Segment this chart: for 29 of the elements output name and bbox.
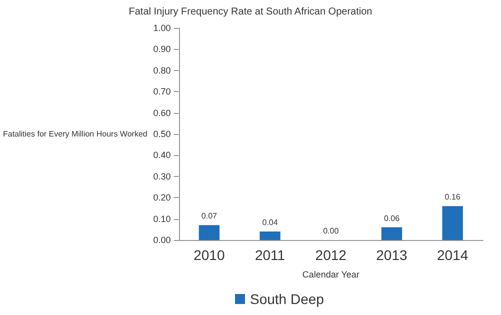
y-tick-label: 1.00 bbox=[153, 23, 171, 33]
y-tick-label: 0.10 bbox=[153, 214, 171, 224]
bar bbox=[381, 227, 402, 240]
y-axis-title: Fatalities for Every Million Hours Worked bbox=[3, 130, 148, 138]
bar bbox=[198, 225, 220, 240]
y-tick-label: 0.90 bbox=[153, 44, 171, 54]
x-tick-label: 2010 bbox=[194, 247, 225, 263]
x-tick-label: 2014 bbox=[436, 247, 468, 263]
data-label: 0.16 bbox=[444, 192, 461, 202]
y-tick-label: 0.30 bbox=[153, 171, 171, 182]
x-tick-label: 2012 bbox=[315, 247, 347, 263]
data-label: 0.06 bbox=[384, 214, 400, 223]
x-axis-title: Calendar Year bbox=[302, 270, 360, 280]
data-label: 0.00 bbox=[323, 226, 340, 236]
y-tick-label: 0.20 bbox=[153, 192, 171, 203]
chart-title: Fatal Injury Frequency Rate at South African Operation bbox=[128, 6, 372, 18]
y-tick-label: 0.00 bbox=[153, 235, 171, 245]
data-label: 0.07 bbox=[201, 212, 218, 221]
data-label: 0.04 bbox=[262, 218, 278, 228]
y-tick-label: 0.60 bbox=[153, 108, 171, 118]
y-tick-label: 0.50 bbox=[153, 129, 171, 139]
bar bbox=[260, 232, 280, 240]
y-tick-label: 0.70 bbox=[153, 86, 171, 97]
legend-label: South Deep bbox=[250, 291, 324, 307]
x-tick-label: 2013 bbox=[376, 247, 408, 263]
y-tick-label: 0.40 bbox=[153, 150, 171, 160]
y-tick-label: 0.80 bbox=[153, 65, 171, 76]
bar bbox=[442, 206, 463, 240]
x-tick-label: 2011 bbox=[254, 247, 286, 263]
